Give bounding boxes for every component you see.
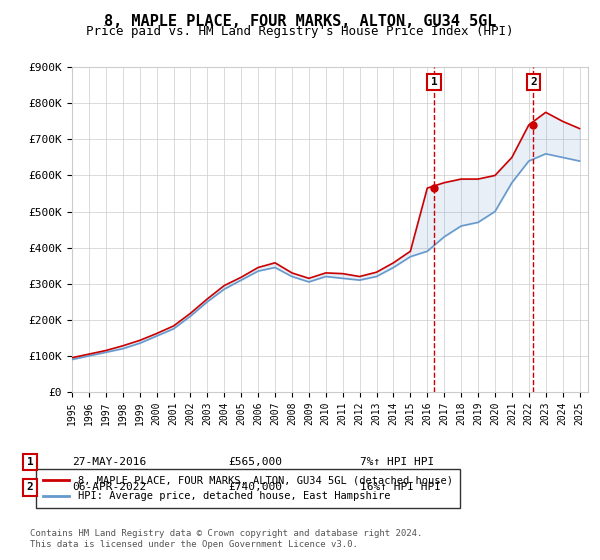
Text: 2: 2 (26, 482, 34, 492)
Text: 8, MAPLE PLACE, FOUR MARKS, ALTON, GU34 5GL: 8, MAPLE PLACE, FOUR MARKS, ALTON, GU34 … (104, 14, 496, 29)
Text: 27-MAY-2016: 27-MAY-2016 (72, 457, 146, 467)
Text: £740,000: £740,000 (228, 482, 282, 492)
Text: Contains HM Land Registry data © Crown copyright and database right 2024.
This d: Contains HM Land Registry data © Crown c… (30, 529, 422, 549)
Text: 1: 1 (26, 457, 34, 467)
Legend: 8, MAPLE PLACE, FOUR MARKS, ALTON, GU34 5GL (detached house), HPI: Average price: 8, MAPLE PLACE, FOUR MARKS, ALTON, GU34 … (36, 469, 460, 508)
Text: 7%↑ HPI HPI: 7%↑ HPI HPI (360, 457, 434, 467)
Text: 16%↑ HPI HPI: 16%↑ HPI HPI (360, 482, 441, 492)
Text: £565,000: £565,000 (228, 457, 282, 467)
Text: 1: 1 (431, 77, 437, 87)
Text: Price paid vs. HM Land Registry's House Price Index (HPI): Price paid vs. HM Land Registry's House … (86, 25, 514, 38)
Text: 2: 2 (530, 77, 537, 87)
Text: 06-APR-2022: 06-APR-2022 (72, 482, 146, 492)
